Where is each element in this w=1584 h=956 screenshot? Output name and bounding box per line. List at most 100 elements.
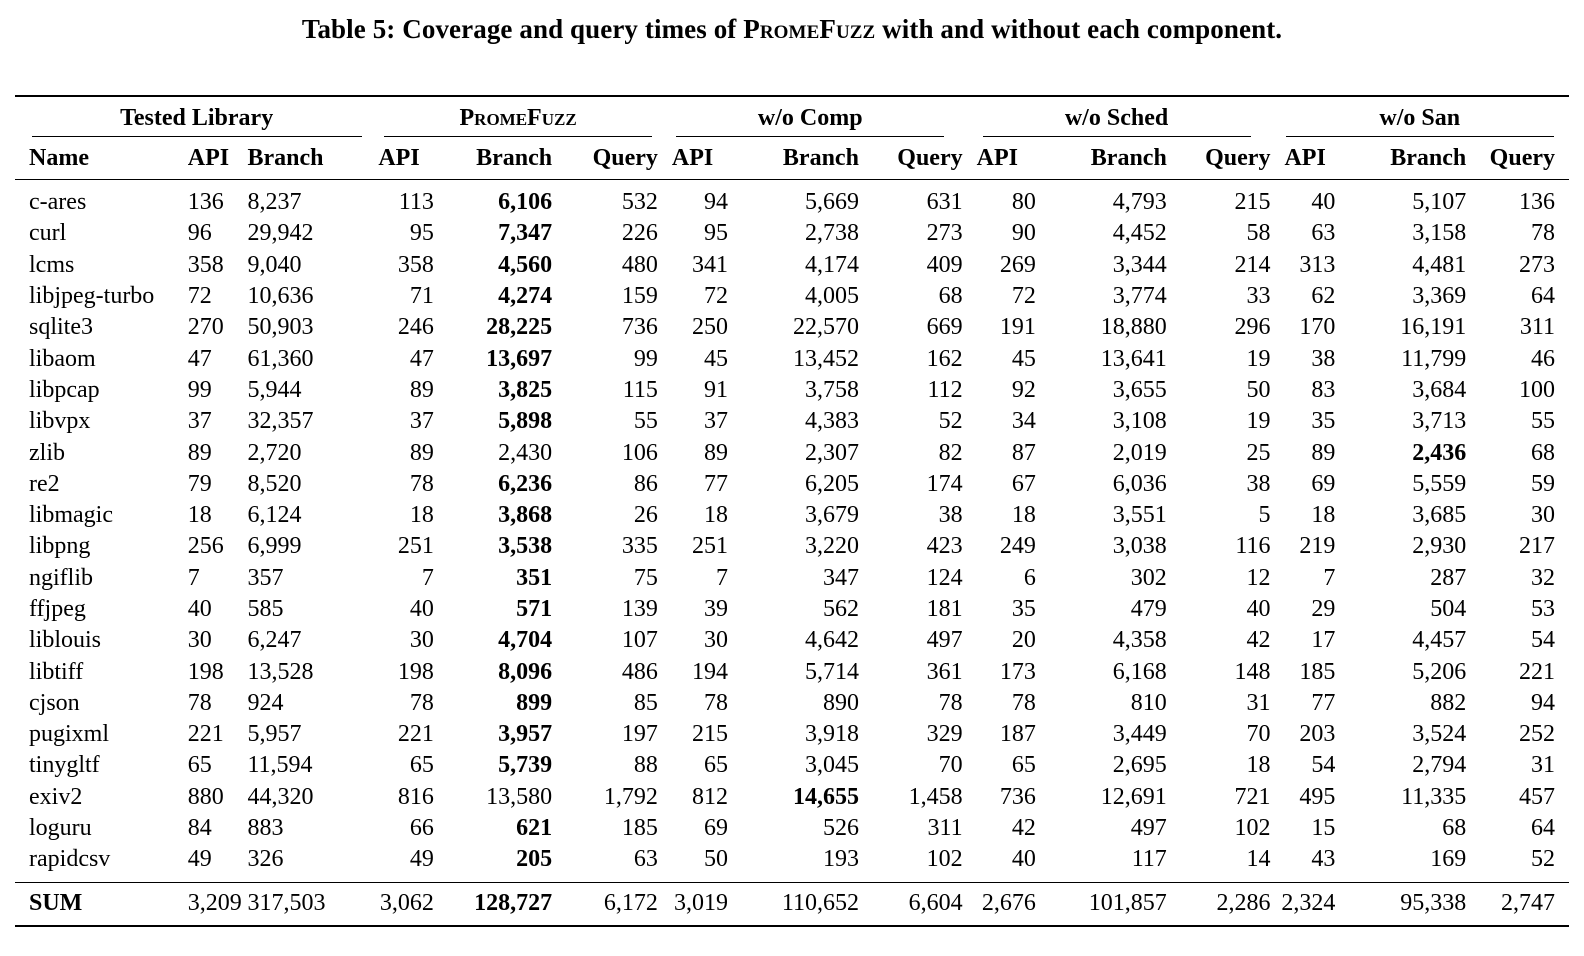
table-row: ffjpeg 40 585 40 571 139 39 562 181 35 479 40 29 504 5… xyxy=(15,594,1569,625)
cell-wosched-branch: 3,108 xyxy=(1112,408,1167,435)
cell-promefuzz-branch: 13,580 xyxy=(486,783,553,810)
cell-wosan-branch: 169 xyxy=(1430,846,1467,873)
cell-wosched-query: 50 xyxy=(1246,376,1271,403)
col-header-api: API xyxy=(1284,144,1326,171)
cell-promefuzz-api: 47 xyxy=(409,345,434,372)
cell-wosan-branch: 11,335 xyxy=(1401,783,1467,810)
col-header-query: Query xyxy=(1489,144,1555,171)
cell-wosan-query: 2,747 xyxy=(1501,890,1555,917)
cell-wocomp-api: 94 xyxy=(704,189,729,216)
table-row: lcms 358 9,040 358 4,560 480 341 4,174 409 269 3,3… xyxy=(15,250,1569,281)
cell-tested-branch: 357 xyxy=(247,564,284,591)
cell-wosan-api: 38 xyxy=(1311,345,1336,372)
cell-promefuzz-api: 89 xyxy=(409,376,434,403)
cell-wocomp-query: 174 xyxy=(926,470,963,497)
cell-wocomp-query: 631 xyxy=(926,189,963,216)
cell-wosched-api: 20 xyxy=(1011,627,1036,654)
cell-promefuzz-query: 139 xyxy=(621,596,658,622)
cell-wosched-query: 296 xyxy=(1234,314,1271,341)
cell-wosan-api: 40 xyxy=(1311,189,1336,216)
cell-wocomp-api: 95 xyxy=(704,220,729,247)
table-row: sqlite3 270 50,903 246 28,225 736 250 22,570 669… xyxy=(15,312,1569,343)
cell-promefuzz-api: 198 xyxy=(397,658,434,685)
cell-wosched-api: 2,676 xyxy=(981,890,1036,917)
cell-tested-api: 256 xyxy=(187,533,224,560)
cell-wocomp-query: 329 xyxy=(926,721,963,748)
cell-wocomp-query: 70 xyxy=(938,752,963,779)
cell-wosan-api: 18 xyxy=(1311,502,1336,529)
cell-name: libpng xyxy=(29,533,91,560)
cell-tested-api: 30 xyxy=(187,627,212,654)
cell-name: c-ares xyxy=(29,189,87,216)
group-header-promefuzz: PromeFuzz xyxy=(378,96,658,137)
cell-wocomp-branch: 3,758 xyxy=(804,376,859,403)
cell-promefuzz-branch: 6,106 xyxy=(498,189,553,216)
cell-promefuzz-branch: 2,430 xyxy=(498,439,553,466)
cell-tested-branch: 5,944 xyxy=(247,376,302,403)
cell-promefuzz-query: 480 xyxy=(621,251,658,278)
cell-tested-api: 37 xyxy=(187,408,212,435)
cell-wocomp-query: 409 xyxy=(926,251,963,278)
cell-wosched-query: 19 xyxy=(1246,345,1271,372)
cell-wosan-api: 69 xyxy=(1311,470,1336,497)
cell-wosched-branch: 6,168 xyxy=(1112,658,1167,685)
cell-wocomp-api: 250 xyxy=(692,314,729,341)
cell-tested-branch: 50,903 xyxy=(247,314,314,341)
cell-tested-api: 18 xyxy=(187,502,212,529)
cell-wosched-api: 72 xyxy=(1011,283,1036,310)
cell-wocomp-query: 6,604 xyxy=(908,890,963,917)
col-header-query: Query xyxy=(1205,144,1271,171)
col-header-branch: Branch xyxy=(1090,144,1167,171)
cell-wosan-branch: 11,799 xyxy=(1401,345,1467,372)
cell-wocomp-branch: 4,383 xyxy=(804,408,859,435)
cell-wocomp-branch: 4,174 xyxy=(804,251,859,278)
cell-wosan-api: 7 xyxy=(1323,564,1336,591)
cell-promefuzz-branch: 3,538 xyxy=(498,533,553,560)
table-caption: Table 5: Coverage and query times of Pro… xyxy=(0,14,1584,45)
cell-tested-branch: 10,636 xyxy=(247,283,314,310)
cell-name: pugixml xyxy=(29,721,110,748)
cell-wocomp-query: 361 xyxy=(926,658,963,685)
cell-promefuzz-query: 63 xyxy=(633,846,658,873)
cell-name: ngiflib xyxy=(29,564,93,591)
group-header-row: Tested Library PromeFuzz w/o Comp w/o Sc… xyxy=(15,96,1569,137)
table-row: cjson 78 924 78 899 85 78 890 78 78 810 31 77 882 94 xyxy=(15,688,1569,719)
cell-tested-branch: 317,503 xyxy=(247,890,326,917)
table-row: curl 96 29,942 95 7,347 226 95 2,738 273 90 4,452 5… xyxy=(15,218,1569,249)
cell-promefuzz-branch: 13,697 xyxy=(486,345,553,372)
cell-wosched-query: 721 xyxy=(1234,783,1271,810)
col-header-api: API xyxy=(187,144,230,171)
cell-wosan-query: 52 xyxy=(1531,846,1555,873)
cell-wosched-branch: 810 xyxy=(1130,689,1167,716)
cell-wosched-query: 5 xyxy=(1258,502,1271,529)
cell-tested-branch: 61,360 xyxy=(247,345,314,372)
col-header-api: API xyxy=(671,144,714,171)
cell-wocomp-branch: 3,045 xyxy=(804,752,859,779)
cell-wocomp-branch: 4,642 xyxy=(804,627,859,654)
cell-wosched-branch: 4,793 xyxy=(1112,189,1167,216)
cell-promefuzz-branch: 205 xyxy=(516,846,553,873)
cell-wocomp-branch: 890 xyxy=(822,689,859,716)
cell-wosched-query: 148 xyxy=(1234,658,1271,685)
cell-wosched-branch: 302 xyxy=(1130,564,1167,591)
table-row: libaom 47 61,360 47 13,697 99 45 13,452 162 45 13,… xyxy=(15,343,1569,374)
cell-wocomp-api: 37 xyxy=(704,408,729,435)
table-row: libpng 256 6,999 251 3,538 335 251 3,220 423 249 3… xyxy=(15,531,1569,562)
cell-wosan-query: 55 xyxy=(1531,408,1555,435)
cell-promefuzz-api: 65 xyxy=(409,752,434,779)
cell-wosched-api: 6 xyxy=(1023,564,1036,591)
cell-wosan-branch: 5,107 xyxy=(1412,189,1467,216)
cell-wosched-query: 42 xyxy=(1246,627,1271,654)
cell-wocomp-query: 181 xyxy=(926,596,963,622)
cell-wosched-api: 45 xyxy=(1011,345,1036,372)
cell-wosan-api: 62 xyxy=(1311,283,1336,310)
cell-promefuzz-query: 88 xyxy=(633,752,658,779)
cell-name: curl xyxy=(29,220,67,247)
cell-tested-api: 78 xyxy=(187,689,212,716)
cell-wosched-branch: 4,358 xyxy=(1112,627,1167,654)
cell-promefuzz-query: 1,792 xyxy=(603,783,658,810)
cell-tested-api: 47 xyxy=(187,345,212,372)
group-header-wo-sched: w/o Sched xyxy=(963,96,1271,137)
cell-wosan-api: 219 xyxy=(1299,533,1336,560)
cell-tested-branch: 6,999 xyxy=(247,533,302,560)
